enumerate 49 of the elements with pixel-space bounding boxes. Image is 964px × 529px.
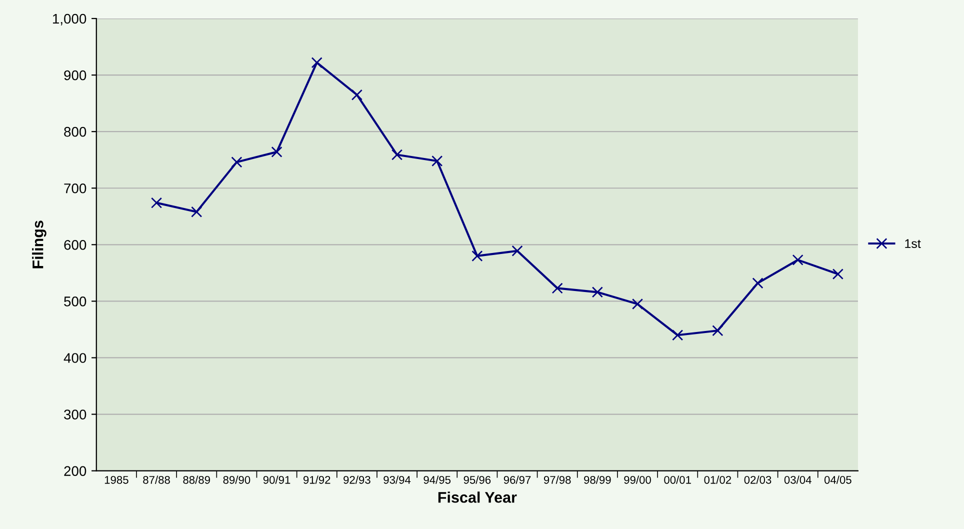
point — [311, 57, 322, 68]
point — [150, 197, 162, 208]
x-tick-label: 92/93 — [344, 476, 370, 484]
point — [432, 155, 443, 167]
x-tick-label: 87/88 — [143, 476, 170, 484]
x-tick-label: 95/96 — [464, 476, 491, 484]
point — [512, 245, 523, 256]
x-tick-label: 00/01 — [664, 476, 691, 484]
x-tick-label: 88/89 — [183, 476, 210, 484]
x-tick-label: 89/90 — [223, 476, 250, 484]
y-tick-label: 400 — [64, 353, 86, 363]
x-axis-title: Fiscal Year — [438, 492, 517, 503]
point — [271, 146, 282, 158]
point — [472, 250, 483, 262]
point — [752, 278, 764, 289]
x-tick-label: 98/99 — [584, 476, 611, 484]
x-tick-label: 94/95 — [424, 476, 451, 484]
point — [792, 254, 804, 266]
y-tick-label: 600 — [64, 240, 86, 250]
point — [231, 156, 242, 168]
y-tick-label: 1,000 — [52, 14, 86, 26]
point — [712, 325, 724, 336]
y-tick-label: 900 — [64, 70, 86, 80]
x-tick-label: 93/94 — [384, 476, 411, 484]
x-tick-label: 1985 — [104, 476, 128, 484]
x-tick-label: 91/92 — [303, 476, 330, 484]
point — [391, 149, 403, 160]
x-tick-label: 03/04 — [784, 476, 812, 484]
point — [672, 330, 684, 341]
y-tick-label: 700 — [64, 183, 86, 194]
x-tick-label: 96/97 — [504, 476, 531, 484]
y-tick-label: 800 — [64, 126, 86, 137]
y-tick-label: 500 — [64, 296, 86, 306]
y-tick-label: 200 — [64, 466, 86, 476]
x-tick-label: 99/00 — [624, 476, 651, 484]
x-tick-label: 90/91 — [263, 476, 290, 484]
legend-label: 1st — [905, 239, 921, 248]
point — [592, 286, 603, 298]
point — [351, 89, 362, 100]
x-tick-label: 02/03 — [744, 476, 772, 484]
y-axis-title: Filings — [32, 220, 46, 268]
y-tick-label: 300 — [64, 410, 86, 420]
x-tick-label: 97/98 — [544, 476, 571, 484]
point — [552, 282, 563, 294]
point — [191, 206, 202, 218]
x-tick-label: 04/05 — [824, 476, 852, 484]
point — [832, 268, 844, 280]
point — [632, 298, 644, 310]
x-tick-label: 01/02 — [704, 476, 732, 484]
